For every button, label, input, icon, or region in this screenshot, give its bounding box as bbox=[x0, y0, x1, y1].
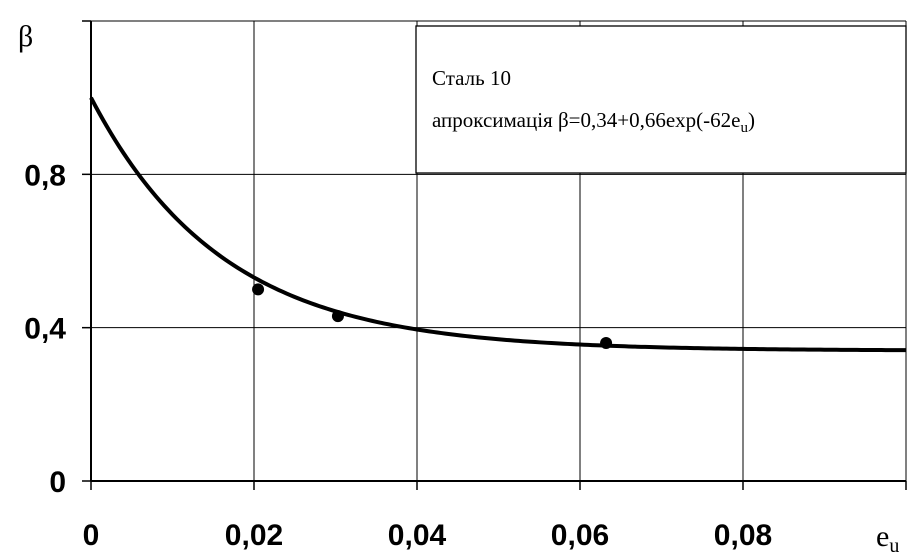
data-point bbox=[600, 337, 613, 349]
x-tick-label: 0,02 bbox=[225, 519, 283, 552]
x-axis-label-subscript: u bbox=[889, 535, 899, 554]
x-axis-label-main: e bbox=[876, 520, 889, 553]
data-point bbox=[252, 283, 265, 296]
data-points bbox=[252, 283, 613, 349]
y-tick-labels: 0 0,4 0,8 bbox=[24, 159, 66, 499]
x-tick-label: 0,06 bbox=[551, 519, 609, 552]
legend-formula-subscript: u bbox=[740, 120, 748, 136]
x-tick-label: 0,08 bbox=[714, 519, 772, 552]
legend-box bbox=[415, 25, 907, 174]
y-tick-label: 0,8 bbox=[24, 159, 66, 192]
y-tick-label: 0,4 bbox=[24, 313, 66, 346]
x-tick-labels: 0 0,02 0,04 0,06 0,08 bbox=[83, 519, 773, 552]
axes bbox=[82, 20, 907, 490]
legend-line-1: Сталь 10 bbox=[432, 66, 511, 90]
x-axis-label: eu bbox=[876, 520, 899, 554]
x-tick-label: 0 bbox=[83, 519, 100, 552]
y-tick-label: 0 bbox=[49, 466, 66, 499]
fit-curve bbox=[89, 96, 907, 353]
x-tick-label: 0,04 bbox=[388, 519, 447, 552]
legend-formula: апроксимація β=0,34+0,66exp(-62e bbox=[432, 108, 740, 132]
legend-formula-close: ) bbox=[748, 108, 755, 132]
data-point bbox=[331, 310, 344, 323]
legend-line-2: апроксимація β=0,34+0,66exp(-62eu) bbox=[432, 108, 755, 136]
y-axis-label: β bbox=[18, 20, 33, 53]
